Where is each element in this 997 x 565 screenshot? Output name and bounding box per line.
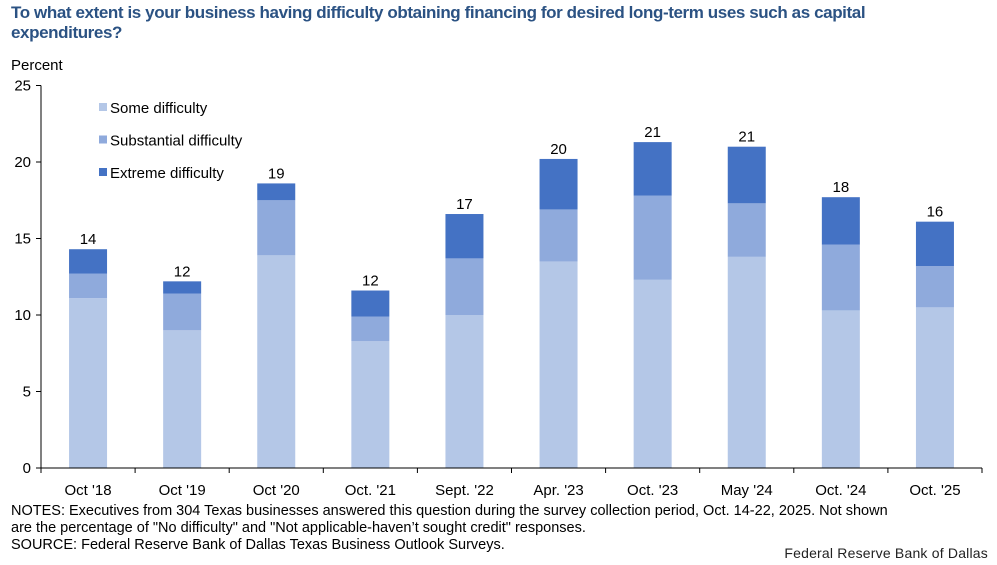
x-tick-label: Oct. '21 <box>345 482 396 499</box>
bar-segment-substantial-difficulty-6 <box>633 195 672 280</box>
x-tick-label: Oct. '24 <box>815 482 866 499</box>
bar-segment-some-difficulty-9 <box>915 307 954 468</box>
bar-segment-some-difficulty-3 <box>351 341 390 468</box>
y-tick-label: 20 <box>14 154 31 171</box>
x-tick-label: Oct. '23 <box>627 482 678 499</box>
source-line: SOURCE: Federal Reserve Bank of Dallas T… <box>11 537 505 553</box>
x-tick-label: Apr. '23 <box>533 482 583 499</box>
total-label: 12 <box>174 263 191 280</box>
axes-group: Oct '18 Oct '19 Oct '20 Oct. '21 Sept. '22 Ap… <box>14 78 983 499</box>
bar-segment-extreme-difficulty-3 <box>351 290 390 317</box>
bar-segment-extreme-difficulty-1 <box>163 281 202 294</box>
legend-label: Some difficulty <box>110 100 208 117</box>
legend-swatch-extreme-difficulty <box>99 168 107 176</box>
bar-segment-some-difficulty-6 <box>633 279 672 468</box>
bar-segment-substantial-difficulty-0 <box>69 273 108 299</box>
legend-swatch-substantial-difficulty <box>99 135 107 144</box>
bar-segment-extreme-difficulty-7 <box>727 146 766 204</box>
credit-label: Federal Reserve Bank of Dallas <box>784 545 988 561</box>
bar-segment-extreme-difficulty-9 <box>915 221 954 267</box>
total-label: 12 <box>362 273 379 290</box>
bar-segment-some-difficulty-8 <box>821 310 860 468</box>
total-label: 17 <box>456 196 473 213</box>
x-tick-label: Oct '18 <box>65 482 112 499</box>
bar-segment-some-difficulty-7 <box>727 256 766 468</box>
bar-segment-some-difficulty-1 <box>163 330 202 468</box>
x-tick-label: Oct '19 <box>159 482 206 499</box>
total-label: 21 <box>644 124 661 141</box>
chart-title: To what extent is your business having d… <box>11 3 866 42</box>
total-label: 18 <box>833 179 850 196</box>
bar-segment-extreme-difficulty-8 <box>821 197 860 245</box>
y-tick-label: 25 <box>14 78 31 95</box>
total-label: 20 <box>550 141 567 158</box>
legend-label: Substantial difficulty <box>110 133 243 150</box>
legend-swatch-some-difficulty <box>99 103 107 111</box>
bar-segment-extreme-difficulty-5 <box>539 158 578 210</box>
total-label: 16 <box>927 204 944 221</box>
notes-line-1: NOTES: Executives from 304 Texas busines… <box>11 503 888 519</box>
y-tick-label: 10 <box>14 307 31 324</box>
bars-group: 14 12 19 12 17 20 21 21 18 16 <box>69 124 954 468</box>
legend-label: Extreme difficulty <box>110 165 224 182</box>
notes-block: NOTES: Executives from 304 Texas busines… <box>11 503 991 554</box>
x-tick-label: Oct. '25 <box>909 482 960 499</box>
bar-segment-extreme-difficulty-2 <box>257 183 296 201</box>
bar-segment-extreme-difficulty-4 <box>445 214 484 259</box>
bar-segment-some-difficulty-5 <box>539 261 578 468</box>
total-label: 21 <box>738 129 755 146</box>
total-label: 19 <box>268 165 285 182</box>
notes-line-2: are the percentage of "No difficulty" an… <box>11 520 586 536</box>
y-tick-label: 15 <box>14 231 31 248</box>
x-tick-label: Oct '20 <box>253 482 300 499</box>
bar-segment-substantial-difficulty-2 <box>257 200 296 256</box>
bar-segment-extreme-difficulty-0 <box>69 249 108 274</box>
y-axis-label: Percent <box>11 57 63 74</box>
total-label: 14 <box>80 231 97 248</box>
bar-segment-substantial-difficulty-1 <box>163 293 202 331</box>
legend: Some difficulty Substantial difficulty Ext… <box>99 100 243 182</box>
bar-segment-some-difficulty-4 <box>445 315 484 468</box>
y-tick-label: 5 <box>23 384 31 401</box>
bar-segment-substantial-difficulty-4 <box>445 258 484 315</box>
x-tick-label: Sept. '22 <box>435 482 494 499</box>
bar-segment-extreme-difficulty-6 <box>633 142 672 196</box>
bar-segment-some-difficulty-0 <box>69 298 108 468</box>
bar-segment-substantial-difficulty-7 <box>727 203 766 257</box>
x-tick-label: May '24 <box>721 482 773 499</box>
bar-segment-substantial-difficulty-3 <box>351 316 390 342</box>
bar-segment-substantial-difficulty-5 <box>539 209 578 262</box>
bar-segment-substantial-difficulty-8 <box>821 244 860 311</box>
bar-segment-some-difficulty-2 <box>257 255 296 468</box>
bar-segment-substantial-difficulty-9 <box>915 266 954 308</box>
y-tick-label: 0 <box>23 460 31 477</box>
